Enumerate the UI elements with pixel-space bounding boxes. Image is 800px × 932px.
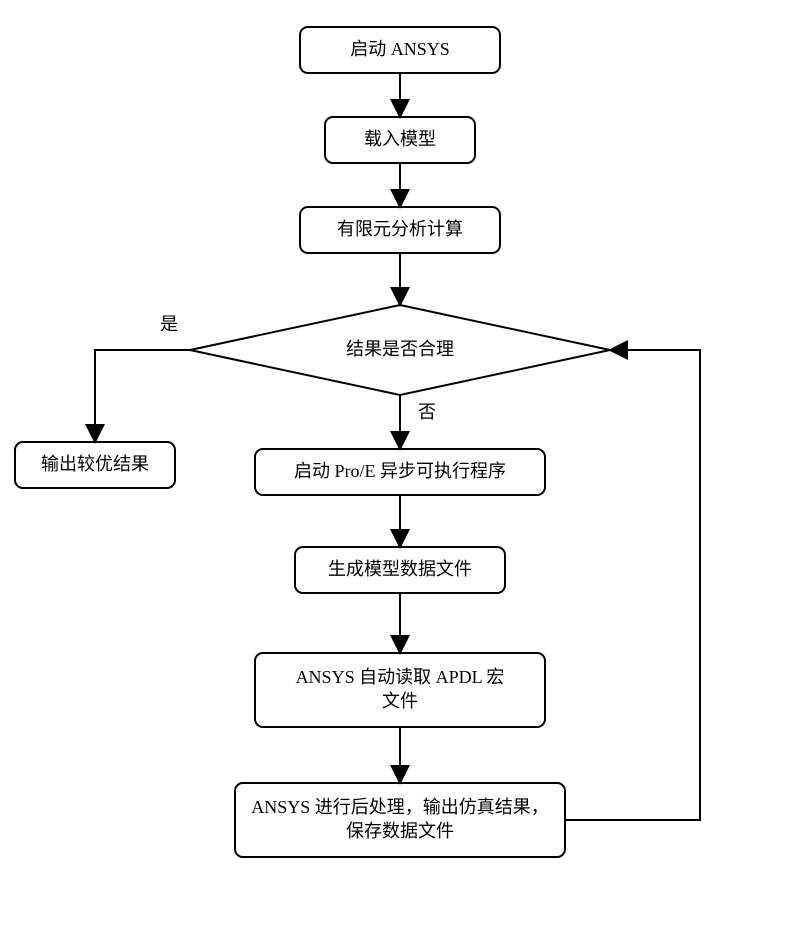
node-label: 载入模型 [364,129,436,149]
node-label: 启动 ANSYS [350,39,450,59]
edge-yes-branch [95,350,190,442]
flow-node-n3: 有限元分析计算 [300,207,500,253]
flow-node-n6: 生成模型数据文件 [295,547,505,593]
node-label-line: 保存数据文件 [346,821,454,841]
edge-label: 否 [418,402,436,422]
flow-node-n7: ANSYS 自动读取 APDL 宏文件 [255,653,545,727]
flow-node-n9: 输出较优结果 [15,442,175,488]
flow-decision-n4: 结果是否合理 [190,305,610,395]
node-label: 输出较优结果 [41,454,149,474]
edge-label: 是 [160,314,178,334]
node-label-line: ANSYS 自动读取 APDL 宏 [296,667,505,687]
node-label: 结果是否合理 [346,339,454,359]
node-label-line: 文件 [382,691,418,711]
flow-node-n1: 启动 ANSYS [300,27,500,73]
edge-feedback-loop [565,350,700,820]
node-label: 有限元分析计算 [337,219,463,239]
node-label-line: ANSYS 进行后处理，输出仿真结果， [251,797,549,817]
flow-node-n5: 启动 Pro/E 异步可执行程序 [255,449,545,495]
flow-node-n8: ANSYS 进行后处理，输出仿真结果， 保存数据文件 [235,783,565,857]
flow-node-n2: 载入模型 [325,117,475,163]
node-label: 启动 Pro/E 异步可执行程序 [294,461,506,481]
node-label: 生成模型数据文件 [328,559,472,579]
